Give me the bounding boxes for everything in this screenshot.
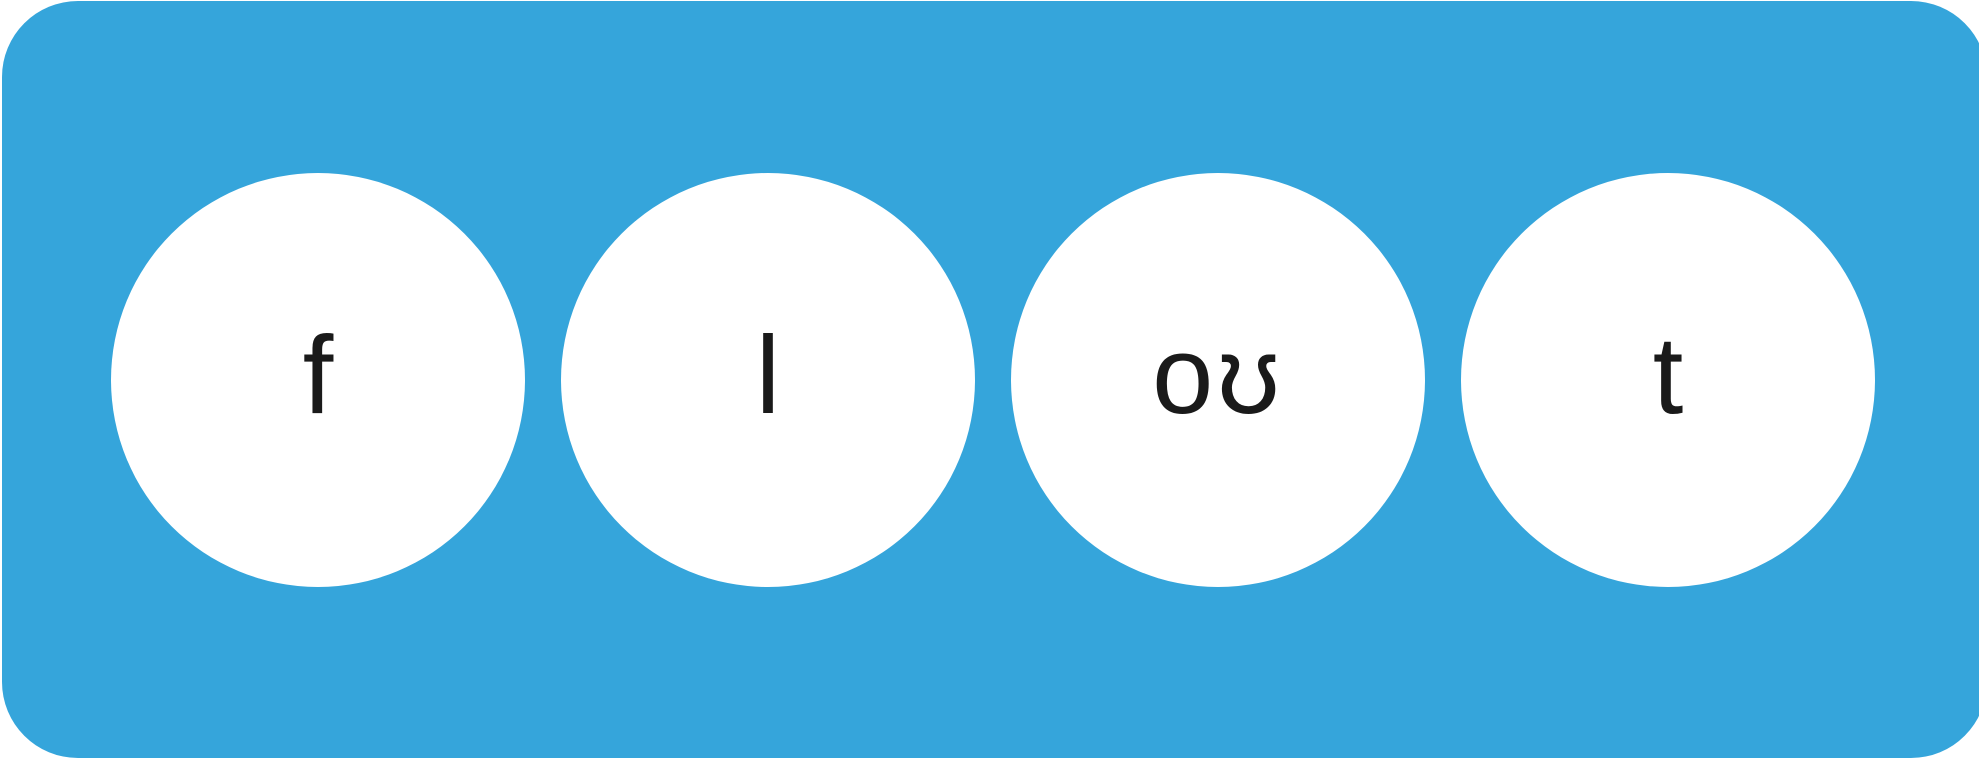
tile-ou[interactable]: oʊ bbox=[1011, 173, 1425, 587]
tile-l[interactable]: l bbox=[561, 173, 975, 587]
tile-label: f bbox=[302, 314, 334, 437]
tile-label: l bbox=[755, 314, 781, 437]
tile-label: oʊ bbox=[1152, 314, 1284, 437]
tile-label: t bbox=[1652, 314, 1684, 437]
tile-t[interactable]: t bbox=[1461, 173, 1875, 587]
tile-f[interactable]: f bbox=[111, 173, 525, 587]
